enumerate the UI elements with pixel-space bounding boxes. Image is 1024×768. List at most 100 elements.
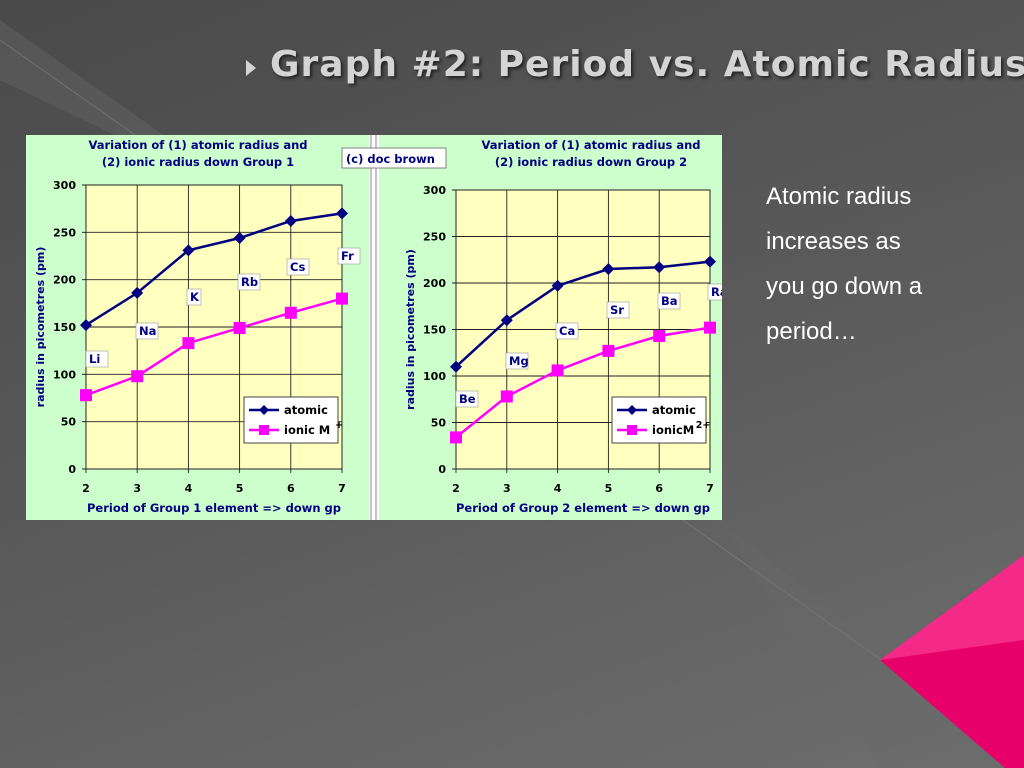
- ionic-point: [284, 306, 297, 319]
- ionic-point: [551, 364, 564, 377]
- y-axis-label: radius in picometres (pm): [34, 247, 47, 408]
- body-line: Atomic radius: [766, 183, 912, 210]
- element-label-box: [237, 273, 261, 291]
- x-tick-label: 4: [185, 482, 193, 495]
- chart-title-line: (2) ionic radius down Group 2: [495, 155, 687, 169]
- legend-superscript: 2+: [696, 420, 711, 431]
- credit-label: (c) doc brown: [346, 152, 435, 166]
- series-line-atomic: [85, 212, 343, 327]
- ionic-point: [653, 330, 666, 343]
- y-axis-label: radius in picometres (pm): [404, 249, 417, 410]
- x-tick-label: 2: [82, 482, 90, 495]
- atomic-point: [336, 207, 348, 220]
- element-label: Sr: [610, 303, 624, 317]
- ionic-point: [182, 337, 195, 350]
- slide-body: Atomic radius increases as you go down a…: [766, 174, 996, 354]
- y-tick-label: 300: [423, 184, 446, 197]
- x-tick-label: 6: [287, 482, 295, 495]
- chart-1: Variation of (1) atomic radius and (2) io…: [34, 138, 361, 515]
- element-label: Be: [459, 392, 476, 406]
- atomic-point: [182, 244, 195, 257]
- series-line-ionic: [85, 297, 343, 397]
- x-axis-label: Period of Group 2 element => down gp: [456, 501, 710, 515]
- atomic-point: [233, 232, 246, 245]
- element-label-box: [455, 390, 479, 408]
- legend-label-atomic: atomic: [652, 403, 696, 417]
- element-label-box: [707, 283, 722, 301]
- legend-label-ionic: ionicM: [652, 423, 694, 437]
- element-label: Rb: [241, 275, 258, 289]
- legend: [243, 396, 339, 444]
- atomic-point: [500, 314, 513, 327]
- series-line-ionic: [455, 326, 711, 439]
- element-label: Fr: [341, 249, 354, 263]
- atomic-point: [450, 360, 462, 373]
- title-arrow-icon: [246, 60, 256, 76]
- x-tick-label: 4: [554, 482, 562, 495]
- x-tick-label: 2: [452, 482, 460, 495]
- element-label-box: [135, 322, 159, 340]
- element-label: Na: [139, 324, 156, 338]
- x-tick-label: 3: [133, 482, 141, 495]
- element-label: Li: [89, 352, 100, 366]
- x-tick-label: 6: [655, 482, 663, 495]
- atomic-point: [80, 319, 92, 332]
- atomic-point: [551, 279, 564, 292]
- x-tick-label: 7: [706, 482, 714, 495]
- x-axis-label: Period of Group 1 element => down gp: [87, 501, 341, 515]
- element-label-box: [286, 258, 310, 276]
- ionic-point: [233, 321, 246, 334]
- x-tick-label: 5: [236, 482, 244, 495]
- element-label-box: [505, 352, 529, 370]
- element-label-box: [555, 322, 579, 340]
- element-label-box: [657, 292, 681, 310]
- ionic-point: [500, 390, 513, 403]
- element-label: Ra: [711, 285, 722, 299]
- chart-image: Variation of (1) atomic radius and (2) io…: [26, 135, 722, 520]
- ionic-point: [450, 431, 462, 444]
- element-label: Ca: [559, 324, 575, 338]
- x-tick-label: 3: [503, 482, 511, 495]
- atomic-point: [602, 263, 615, 276]
- element-label-box: [337, 247, 361, 265]
- element-label-box: [186, 288, 202, 306]
- y-tick-label: 200: [423, 277, 446, 290]
- body-line: period…: [766, 318, 857, 345]
- y-tick-label: 0: [68, 463, 76, 476]
- legend-label-ionic: ionic M: [284, 423, 330, 437]
- ionic-point: [602, 344, 615, 357]
- chart-title-line: Variation of (1) atomic radius and: [88, 138, 307, 152]
- element-label: K: [190, 290, 200, 304]
- y-tick-label: 150: [423, 324, 446, 337]
- slide-title: Graph #2: Period vs. Atomic Radius: [270, 44, 1024, 85]
- chart-2: Variation of (1) atomic radius and (2) io…: [404, 138, 722, 515]
- legend-ionic-marker: [259, 425, 269, 435]
- legend-ionic-marker: [627, 425, 637, 435]
- x-tick-label: 5: [605, 482, 613, 495]
- atomic-point: [653, 261, 666, 274]
- legend: [611, 396, 707, 444]
- atomic-point: [131, 286, 144, 299]
- y-tick-label: 300: [53, 179, 76, 192]
- ionic-point: [80, 389, 92, 402]
- element-label-box: [85, 350, 109, 368]
- body-line: you go down a: [766, 273, 923, 300]
- y-tick-label: 50: [61, 416, 77, 429]
- ionic-point: [336, 292, 348, 305]
- credit-box: [341, 147, 447, 169]
- series-line-atomic: [455, 260, 711, 368]
- x-tick-label: 7: [338, 482, 346, 495]
- chart-divider: [369, 135, 379, 520]
- chart-title-line: (2) ionic radius down Group 1: [102, 155, 294, 169]
- body-line: increases as: [766, 228, 901, 255]
- y-tick-label: 100: [53, 368, 76, 381]
- y-tick-label: 150: [53, 321, 76, 334]
- y-tick-label: 250: [423, 231, 446, 244]
- ionic-point: [131, 370, 144, 383]
- element-label: Ba: [661, 294, 678, 308]
- element-label: Mg: [509, 354, 529, 368]
- element-label: Cs: [290, 260, 305, 274]
- chart-title-line: Variation of (1) atomic radius and: [481, 138, 700, 152]
- atomic-point: [284, 214, 297, 227]
- y-tick-label: 50: [431, 417, 447, 430]
